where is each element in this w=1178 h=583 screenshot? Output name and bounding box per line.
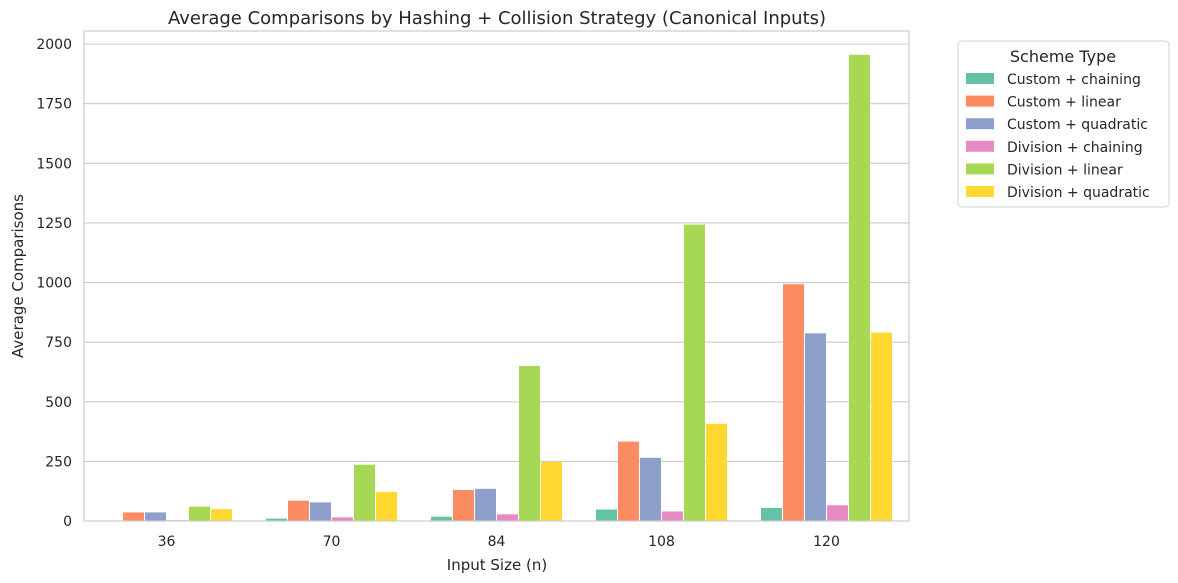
bar-division-chaining-120 bbox=[827, 505, 848, 521]
legend-swatch bbox=[966, 140, 994, 152]
bar-custom-linear-84 bbox=[453, 490, 474, 521]
bar-division-linear-36 bbox=[189, 506, 210, 521]
y-axis-label: Average Comparisons bbox=[9, 194, 27, 358]
x-tick-label: 36 bbox=[158, 534, 176, 550]
legend-swatch bbox=[966, 118, 994, 130]
legend-label: Division + chaining bbox=[1007, 140, 1143, 156]
bar-custom-quadratic-120 bbox=[805, 333, 826, 521]
bar-custom-chaining-84 bbox=[431, 516, 452, 521]
y-tick-label: 1250 bbox=[36, 216, 72, 232]
y-tick-label: 250 bbox=[45, 454, 72, 470]
bar-division-linear-70 bbox=[354, 464, 375, 521]
y-tick-label: 2000 bbox=[36, 37, 72, 53]
bar-division-chaining-70 bbox=[332, 517, 353, 521]
y-tick-label: 1750 bbox=[36, 97, 72, 113]
gridlines bbox=[84, 43, 909, 522]
legend-label: Custom + linear bbox=[1007, 95, 1121, 111]
legend-label: Division + linear bbox=[1007, 162, 1123, 178]
bars bbox=[101, 54, 892, 521]
x-tick-label: 84 bbox=[488, 534, 506, 550]
y-tick-label: 1000 bbox=[36, 276, 72, 292]
legend-box bbox=[957, 40, 1170, 208]
legend-label: Division + quadratic bbox=[1007, 185, 1150, 201]
bar-division-linear-84 bbox=[519, 366, 540, 521]
bar-custom-linear-120 bbox=[783, 284, 804, 521]
bar-custom-linear-36 bbox=[123, 512, 144, 521]
bar-division-quadratic-108 bbox=[706, 423, 727, 521]
legend-label: Custom + quadratic bbox=[1007, 117, 1148, 133]
legend-swatch bbox=[966, 163, 994, 175]
bar-custom-chaining-108 bbox=[596, 509, 617, 521]
chart-title: Average Comparisons by Hashing + Collisi… bbox=[168, 8, 826, 29]
legend-swatch bbox=[966, 186, 994, 197]
bar-division-linear-108 bbox=[684, 224, 705, 521]
legend: Scheme Type Custom + chaining Custom + li… bbox=[957, 40, 1170, 208]
bar-custom-chaining-120 bbox=[761, 507, 782, 521]
y-tick-label: 500 bbox=[45, 395, 72, 411]
bar-division-linear-120 bbox=[849, 54, 870, 521]
bar-custom-linear-70 bbox=[288, 500, 309, 521]
y-tick-label: 750 bbox=[45, 335, 72, 351]
bar-division-quadratic-84 bbox=[541, 461, 562, 521]
bar-custom-quadratic-70 bbox=[310, 502, 331, 521]
bar-custom-quadratic-108 bbox=[640, 457, 661, 521]
y-axis-ticks: 0 250 500 750 1000 1250 1500 1750 2000 bbox=[36, 37, 72, 530]
bar-custom-chaining-70 bbox=[266, 518, 287, 521]
x-tick-label: 108 bbox=[648, 534, 675, 550]
x-tick-label: 120 bbox=[813, 534, 840, 550]
bar-custom-quadratic-36 bbox=[145, 512, 166, 521]
bar-division-chaining-108 bbox=[662, 511, 683, 521]
y-tick-label: 1500 bbox=[36, 156, 72, 172]
bar-division-quadratic-120 bbox=[871, 332, 892, 521]
bar-custom-linear-108 bbox=[618, 441, 639, 521]
legend-title: Scheme Type bbox=[1010, 47, 1116, 66]
bar-custom-quadratic-84 bbox=[475, 488, 496, 521]
legend-swatch bbox=[966, 95, 994, 107]
legend-label: Custom + chaining bbox=[1007, 72, 1141, 88]
bar-division-quadratic-70 bbox=[376, 491, 397, 521]
y-tick-label: 0 bbox=[63, 514, 72, 530]
bar-division-chaining-84 bbox=[497, 514, 518, 521]
legend-items: Custom + chaining Custom + linear Custom +… bbox=[966, 72, 1150, 201]
legend-swatch bbox=[966, 73, 994, 84]
plot-area-frame bbox=[83, 30, 910, 522]
bar-division-quadratic-36 bbox=[211, 509, 232, 521]
x-tick-label: 70 bbox=[323, 534, 341, 550]
x-axis-ticks: 36 70 84 108 120 bbox=[158, 534, 840, 550]
x-axis-label: Input Size (n) bbox=[447, 556, 547, 574]
